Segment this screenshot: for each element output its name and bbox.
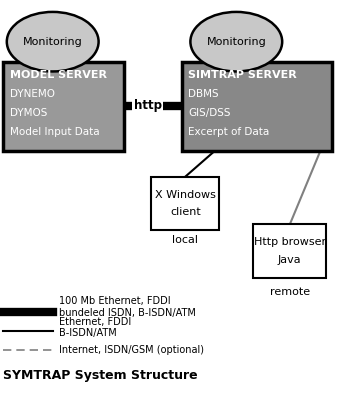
Ellipse shape bbox=[7, 12, 99, 71]
FancyBboxPatch shape bbox=[151, 177, 219, 230]
FancyBboxPatch shape bbox=[182, 62, 332, 151]
Text: GIS/DSS: GIS/DSS bbox=[188, 108, 231, 118]
FancyBboxPatch shape bbox=[3, 62, 124, 151]
Text: DYNEMO: DYNEMO bbox=[10, 89, 54, 98]
Text: Monitoring: Monitoring bbox=[206, 37, 266, 47]
Text: remote: remote bbox=[270, 287, 310, 297]
Text: Model Input Data: Model Input Data bbox=[10, 127, 99, 137]
Text: http: http bbox=[134, 100, 162, 112]
Text: client: client bbox=[170, 207, 201, 217]
Text: X Windows: X Windows bbox=[155, 190, 216, 200]
Text: 100 Mb Ethernet, FDDI
bundeled ISDN, B-ISDN/ATM: 100 Mb Ethernet, FDDI bundeled ISDN, B-I… bbox=[59, 296, 197, 318]
Text: Http browser: Http browser bbox=[254, 237, 326, 247]
FancyBboxPatch shape bbox=[253, 224, 326, 278]
Text: Excerpt of Data: Excerpt of Data bbox=[188, 127, 269, 137]
Ellipse shape bbox=[190, 12, 282, 71]
Text: SIMTRAP SERVER: SIMTRAP SERVER bbox=[188, 70, 297, 80]
Text: Internet, ISDN/GSM (optional): Internet, ISDN/GSM (optional) bbox=[59, 345, 204, 355]
Text: Monitoring: Monitoring bbox=[23, 37, 83, 47]
Text: DBMS: DBMS bbox=[188, 89, 219, 98]
Text: MODEL SERVER: MODEL SERVER bbox=[10, 70, 106, 80]
Text: local: local bbox=[172, 235, 198, 245]
Text: Java: Java bbox=[278, 255, 302, 265]
Text: DYMOS: DYMOS bbox=[10, 108, 47, 118]
Text: Ethernet, FDDI
B-ISDN/ATM: Ethernet, FDDI B-ISDN/ATM bbox=[59, 317, 132, 338]
Text: SYMTRAP System Structure: SYMTRAP System Structure bbox=[3, 369, 198, 382]
